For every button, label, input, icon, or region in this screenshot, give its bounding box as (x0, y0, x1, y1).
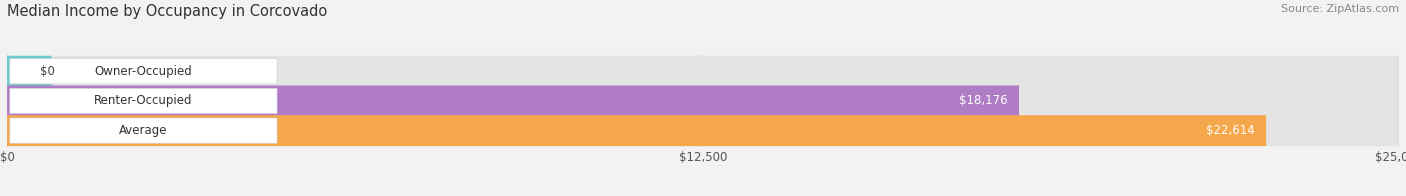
FancyBboxPatch shape (10, 88, 277, 114)
FancyBboxPatch shape (7, 115, 1399, 146)
Text: $18,176: $18,176 (959, 94, 1008, 107)
Text: $0: $0 (41, 65, 55, 78)
Text: Average: Average (120, 124, 167, 137)
Text: Renter-Occupied: Renter-Occupied (94, 94, 193, 107)
FancyBboxPatch shape (10, 118, 277, 143)
Text: Source: ZipAtlas.com: Source: ZipAtlas.com (1281, 4, 1399, 14)
FancyBboxPatch shape (7, 56, 52, 87)
Text: Owner-Occupied: Owner-Occupied (94, 65, 193, 78)
FancyBboxPatch shape (7, 85, 1019, 116)
FancyBboxPatch shape (7, 85, 1399, 116)
FancyBboxPatch shape (10, 59, 277, 84)
FancyBboxPatch shape (7, 115, 1267, 146)
FancyBboxPatch shape (7, 56, 1399, 87)
Text: $22,614: $22,614 (1206, 124, 1256, 137)
Text: Median Income by Occupancy in Corcovado: Median Income by Occupancy in Corcovado (7, 4, 328, 19)
